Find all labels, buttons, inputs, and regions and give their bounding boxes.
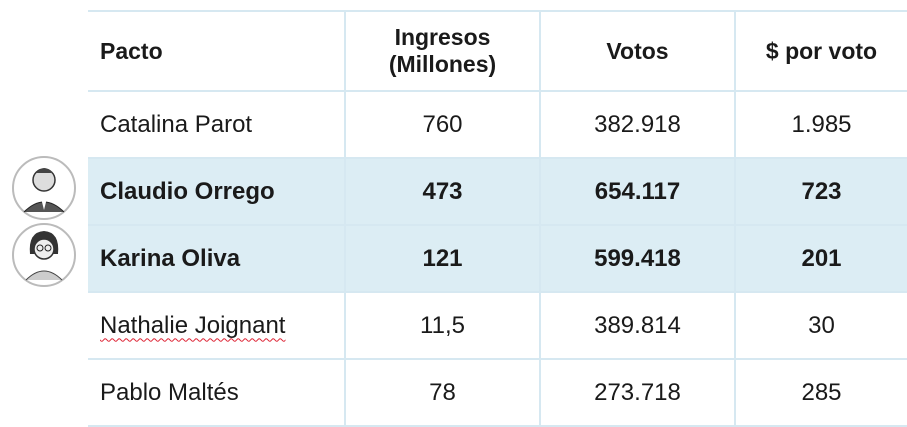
cell-text: 273.718 xyxy=(594,379,681,406)
table-cell: Catalina Parot xyxy=(88,91,345,158)
header-row: Pacto Ingresos (Millones) Votos $ por voto xyxy=(88,11,907,91)
table-cell: 30 xyxy=(735,292,907,359)
header-cell: Ingresos (Millones) xyxy=(345,11,540,91)
avatars xyxy=(0,0,88,418)
cell-text: 723 xyxy=(801,178,841,205)
table-cell: Nathalie Joignant xyxy=(88,292,345,359)
cell-text: 1.985 xyxy=(791,111,851,138)
cell-text: 11,5 xyxy=(420,312,465,339)
table-cell: 654.117 xyxy=(540,158,735,225)
cell-text: 760 xyxy=(422,111,462,138)
cell-text: 285 xyxy=(801,379,841,406)
cell-text: Claudio Orrego xyxy=(100,178,275,205)
cell-text: 201 xyxy=(801,245,841,272)
cell-text: 389.814 xyxy=(594,312,681,339)
cell-text: Karina Oliva xyxy=(100,245,240,272)
cell-text: Pablo Maltés xyxy=(100,379,239,406)
header-cell: $ por voto xyxy=(735,11,907,91)
table-cell: 201 xyxy=(735,225,907,292)
cell-text: 30 xyxy=(808,312,835,339)
table-row: Claudio Orrego 473 654.117 723 xyxy=(88,158,907,225)
table-row: Catalina Parot 760 382.918 1.985 xyxy=(88,91,907,158)
avatar xyxy=(13,157,75,219)
table-cell: 273.718 xyxy=(540,359,735,426)
cell-text: Votos xyxy=(606,38,668,64)
cell-text: Pacto xyxy=(100,38,163,64)
table-cell: 760 xyxy=(345,91,540,158)
table-cell: Karina Oliva xyxy=(88,225,345,292)
cell-text: 78 xyxy=(429,379,456,406)
table-cell: 473 xyxy=(345,158,540,225)
table-cell: Pablo Maltés xyxy=(88,359,345,426)
table-cell: 599.418 xyxy=(540,225,735,292)
cell-text: 121 xyxy=(422,245,462,272)
cell-text: 382.918 xyxy=(594,111,681,138)
cell-text: 473 xyxy=(422,178,462,205)
cell-text: $ por voto xyxy=(766,38,877,64)
header-cell: Pacto xyxy=(88,11,345,91)
table-row: Pablo Maltés 78 273.718 285 xyxy=(88,359,907,426)
table-cell: 121 xyxy=(345,225,540,292)
cell-text: 654.117 xyxy=(595,178,680,205)
cell-text: Catalina Parot xyxy=(100,111,252,138)
header-cell: Votos xyxy=(540,11,735,91)
table-row: Karina Oliva 121 599.418 201 xyxy=(88,225,907,292)
table-cell: 389.814 xyxy=(540,292,735,359)
table-cell: Claudio Orrego xyxy=(88,158,345,225)
table-cell: 382.918 xyxy=(540,91,735,158)
page: {"table": {"header": ["Pacto", "Ingresos… xyxy=(0,0,907,418)
cell-text: Ingresos (Millones) xyxy=(389,24,496,77)
table-row: Nathalie Joignant 11,5 389.814 30 xyxy=(88,292,907,359)
cell-text: Nathalie Joignant xyxy=(100,312,285,339)
table-cell: 11,5 xyxy=(345,292,540,359)
avatar xyxy=(13,224,75,286)
table-cell: 723 xyxy=(735,158,907,225)
cell-text: 599.418 xyxy=(594,245,681,272)
table-cell: 285 xyxy=(735,359,907,426)
table-cell: 78 xyxy=(345,359,540,426)
table-cell: 1.985 xyxy=(735,91,907,158)
